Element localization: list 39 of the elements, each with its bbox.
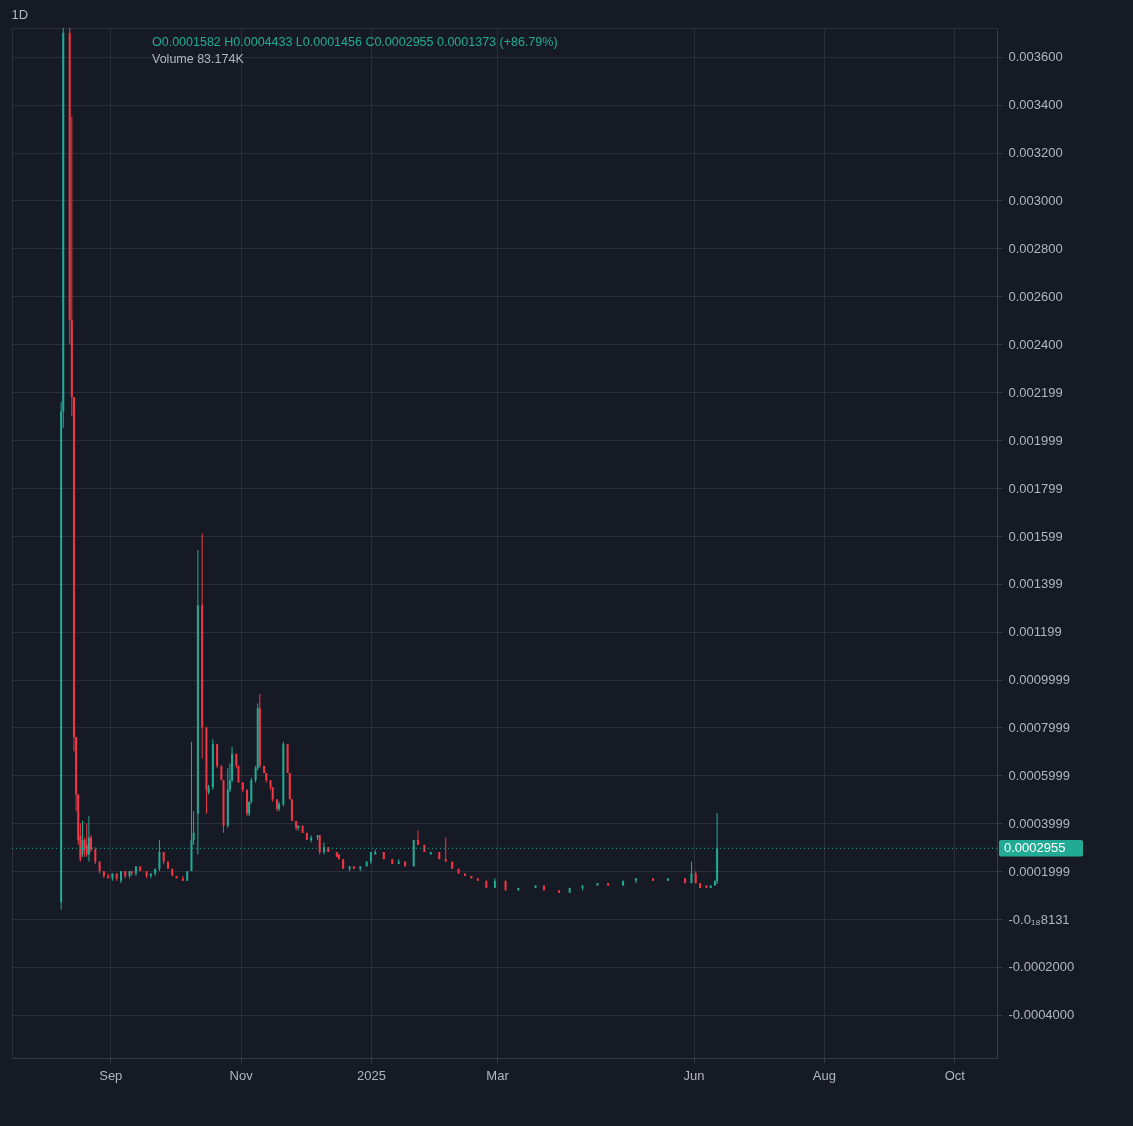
x-tick-label: 2025 [357, 1067, 386, 1083]
y-tick-label: 0.001599 [1008, 528, 1063, 544]
candlestick [557, 889, 560, 894]
candlestick [416, 829, 419, 846]
y-tick-label: 0.0009999 [1008, 672, 1070, 688]
candlestick [444, 837, 447, 863]
y-tick-label: -0.0002000 [1008, 959, 1075, 975]
y-tick-label: -0.0004000 [1008, 1007, 1075, 1023]
x-tick-label: Sep [99, 1067, 123, 1083]
candlestick [216, 743, 219, 769]
y-tick-label: 0.002800 [1008, 240, 1063, 256]
y-tick-label: 0.001799 [1008, 480, 1063, 496]
y-tick-label: 0.003600 [1008, 49, 1063, 65]
x-tick-label: Jun [683, 1067, 705, 1083]
y-tick-label: 0.0003999 [1008, 815, 1070, 831]
x-tick-label: Nov [229, 1067, 254, 1083]
y-tick-label: 0.001999 [1008, 432, 1063, 448]
y-tick-label: 0.0001999 [1008, 863, 1070, 879]
candlestick [166, 861, 169, 870]
y-tick-label: 0.002199 [1008, 384, 1063, 400]
x-tick-label: Mar [486, 1067, 510, 1083]
y-tick-label: 0.002400 [1008, 336, 1063, 352]
x-tick-label: Oct [944, 1067, 966, 1083]
y-tick-label: -0.0₁₈8131 [1008, 911, 1070, 927]
annotation: Volume 83.174K [152, 52, 245, 66]
x-tick-label: Aug [812, 1067, 836, 1083]
y-tick-label: 0.0005999 [1008, 767, 1070, 783]
y-tick-label: 0.003000 [1008, 192, 1063, 208]
y-tick-label: 0.002600 [1008, 288, 1063, 304]
y-tick-label: 0.0007999 [1008, 719, 1070, 735]
y-tick-label: 0.003400 [1008, 97, 1063, 113]
candlestick [699, 882, 701, 889]
candlestick [652, 877, 654, 882]
y-tick-label: 0.001399 [1008, 576, 1063, 592]
y-tick-label: 0.001199 [1008, 624, 1062, 640]
annotation: O0.0001582 H0.0004433 L0.0001456 C0.0002955 0.0001373 (+86.79%) [152, 35, 558, 49]
chart-title: 1D [11, 6, 29, 22]
y-tick-label: 0.003200 [1008, 145, 1063, 161]
ref-line-label: 0.0002955 [1004, 840, 1066, 856]
